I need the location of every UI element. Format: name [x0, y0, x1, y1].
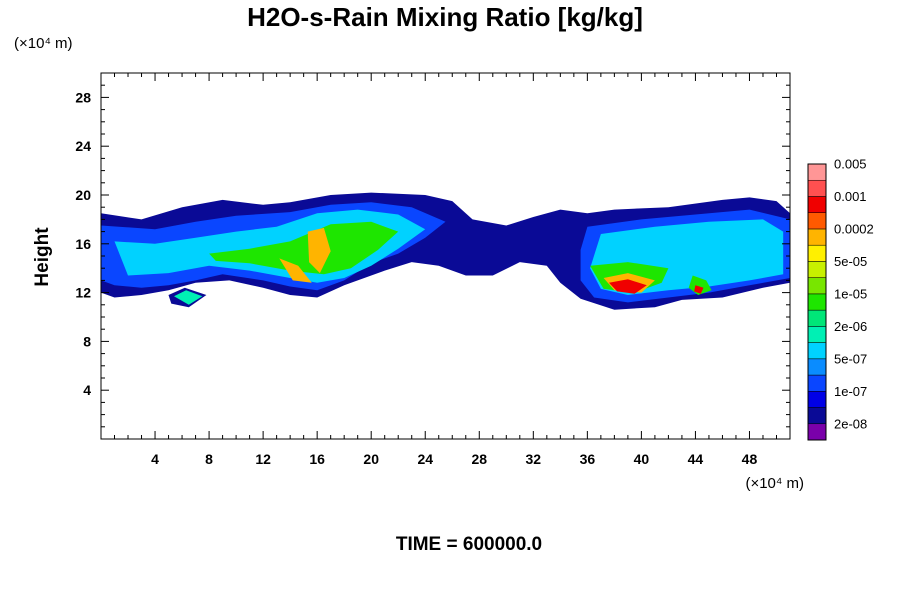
- y-axis-ticks: 4 8 12 16 20 24 28: [75, 84, 790, 428]
- colorbar-tick-label: 2e-06: [834, 319, 867, 334]
- x-tick-label: 20: [363, 451, 379, 467]
- x-tick-label: 12: [255, 451, 271, 467]
- y-tick-label: 16: [75, 236, 91, 252]
- colorbar-swatch: [807, 196, 827, 213]
- colorbar-swatch: [807, 309, 827, 327]
- contour-region-11: [279, 258, 312, 283]
- contour-region-7: [174, 290, 203, 305]
- colorbar-labels: 2e-08 1e-07 5e-07 2e-06 1e-05 5e-05 0.0002 0.00…: [834, 157, 874, 432]
- y-tick-label: 12: [75, 285, 91, 301]
- colorbar-swatch: [807, 391, 827, 408]
- x-axis-unit: (×10⁴ m): [745, 475, 804, 492]
- colorbar-swatch: [807, 261, 827, 278]
- colorbar: [807, 163, 827, 441]
- x-tick-label: 48: [742, 451, 758, 467]
- colorbar-tick-label: 5e-05: [834, 254, 867, 269]
- x-tick-label: 16: [309, 451, 325, 467]
- colorbar-tick-label: 0.005: [834, 157, 867, 172]
- y-tick-label: 20: [75, 187, 91, 203]
- colorbar-tick-label: 0.001: [834, 189, 867, 204]
- colorbar-tick-label: 1e-07: [834, 384, 867, 399]
- x-tick-label: 24: [417, 451, 433, 467]
- colorbar-swatch: [807, 277, 827, 295]
- contour-region-15: [694, 285, 704, 294]
- colorbar-tick-label: 0.0002: [834, 221, 874, 236]
- y-tick-label: 28: [75, 89, 91, 105]
- contour-region-14: [609, 279, 647, 294]
- x-tick-label: 4: [151, 451, 159, 467]
- colorbar-tick-label: 2e-08: [834, 416, 867, 431]
- colorbar-tick-label: 5e-07: [834, 351, 867, 366]
- colorbar-swatch: [807, 212, 827, 230]
- chart-title: H2O-s-Rain Mixing Ratio [kg/kg]: [247, 2, 643, 32]
- colorbar-swatch: [807, 374, 827, 392]
- x-axis-ticks: 4 8 12 16 20 24 28 32 36 40 44 48: [114, 73, 777, 467]
- y-tick-label: 8: [83, 333, 91, 349]
- x-tick-label: 36: [580, 451, 596, 467]
- x-tick-label: 40: [634, 451, 650, 467]
- x-tick-label: 44: [688, 451, 704, 467]
- x-tick-label: 32: [526, 451, 542, 467]
- colorbar-swatch: [807, 342, 827, 360]
- x-tick-label: 8: [205, 451, 213, 467]
- colorbar-swatch: [807, 326, 827, 343]
- colorbar-swatch: [807, 244, 827, 262]
- colorbar-swatch: [807, 228, 827, 246]
- contour-region-8: [209, 221, 399, 275]
- y-tick-label: 4: [83, 382, 91, 398]
- contour-region-12: [307, 227, 331, 274]
- y-tick-label: 24: [75, 138, 91, 154]
- time-label: TIME = 600000.0: [396, 534, 542, 555]
- contour-fields: [101, 192, 790, 310]
- x-tick-label: 28: [471, 451, 487, 467]
- colorbar-tick-label: 1e-05: [834, 286, 867, 301]
- colorbar-swatch: [807, 163, 827, 181]
- colorbar-swatch: [807, 358, 827, 376]
- colorbar-swatch: [807, 407, 827, 425]
- y-axis-unit: (×10⁴ m): [14, 35, 73, 52]
- colorbar-swatch: [807, 293, 827, 311]
- y-axis-label: Height: [32, 227, 53, 287]
- colorbar-frame: [807, 163, 827, 441]
- colorbar-swatch: [807, 423, 827, 441]
- colorbar-swatch: [807, 179, 827, 197]
